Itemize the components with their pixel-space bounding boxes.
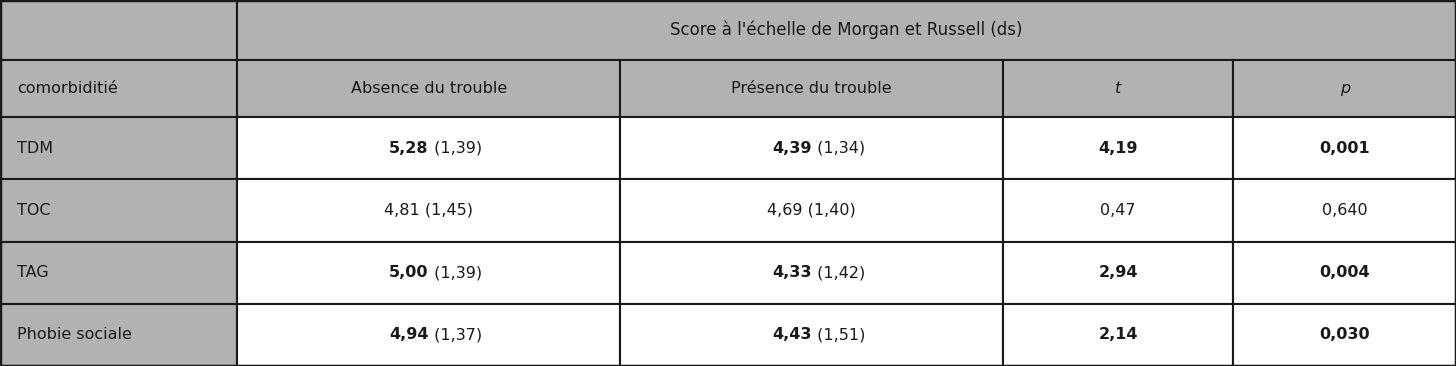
Text: 4,69 (1,40): 4,69 (1,40)	[767, 203, 856, 218]
Text: 0,004: 0,004	[1319, 265, 1370, 280]
Text: (1,39): (1,39)	[428, 141, 482, 156]
Text: (1,34): (1,34)	[812, 141, 865, 156]
Bar	[0, 179, 237, 242]
Text: comorbiditié: comorbiditié	[17, 81, 118, 96]
Text: p: p	[1340, 81, 1350, 96]
Text: (1,37): (1,37)	[428, 328, 482, 342]
Bar	[0, 60, 237, 117]
Bar	[1233, 117, 1456, 179]
Bar	[237, 304, 620, 366]
Text: 4,33: 4,33	[772, 265, 812, 280]
Bar	[1003, 242, 1233, 304]
Text: 4,43: 4,43	[772, 328, 812, 342]
Bar	[237, 0, 1456, 60]
Text: Phobie sociale: Phobie sociale	[17, 328, 132, 342]
Bar	[237, 60, 620, 117]
Bar	[0, 117, 237, 179]
Bar	[620, 117, 1003, 179]
Bar	[237, 117, 620, 179]
Text: 4,81 (1,45): 4,81 (1,45)	[384, 203, 473, 218]
Bar	[237, 242, 620, 304]
Bar	[0, 304, 237, 366]
Text: TAG: TAG	[17, 265, 50, 280]
Text: 0,47: 0,47	[1101, 203, 1136, 218]
Bar	[1003, 179, 1233, 242]
Text: 4,94: 4,94	[389, 328, 428, 342]
Bar	[620, 304, 1003, 366]
Text: 0,001: 0,001	[1319, 141, 1370, 156]
Bar	[237, 179, 620, 242]
Bar	[1003, 117, 1233, 179]
Text: 4,39: 4,39	[772, 141, 812, 156]
Text: TDM: TDM	[17, 141, 54, 156]
Bar	[1233, 179, 1456, 242]
Bar	[0, 0, 237, 60]
Text: (1,39): (1,39)	[428, 265, 482, 280]
Bar	[620, 179, 1003, 242]
Text: 5,00: 5,00	[389, 265, 428, 280]
Text: 2,14: 2,14	[1098, 328, 1139, 342]
Text: 0,640: 0,640	[1322, 203, 1367, 218]
Bar	[1003, 60, 1233, 117]
Text: t: t	[1115, 81, 1121, 96]
Bar	[1233, 60, 1456, 117]
Bar	[1233, 242, 1456, 304]
Text: (1,42): (1,42)	[812, 265, 865, 280]
Bar	[1003, 304, 1233, 366]
Text: Score à l'échelle de Morgan et Russell (ds): Score à l'échelle de Morgan et Russell (…	[670, 21, 1024, 40]
Bar	[0, 242, 237, 304]
Text: TOC: TOC	[17, 203, 51, 218]
Text: 5,28: 5,28	[389, 141, 428, 156]
Text: Présence du trouble: Présence du trouble	[731, 81, 893, 96]
Bar	[1233, 304, 1456, 366]
Bar	[620, 60, 1003, 117]
Text: 2,94: 2,94	[1098, 265, 1139, 280]
Text: (1,51): (1,51)	[812, 328, 865, 342]
Text: 0,030: 0,030	[1319, 328, 1370, 342]
Bar	[620, 242, 1003, 304]
Text: 4,19: 4,19	[1098, 141, 1139, 156]
Text: Absence du trouble: Absence du trouble	[351, 81, 507, 96]
